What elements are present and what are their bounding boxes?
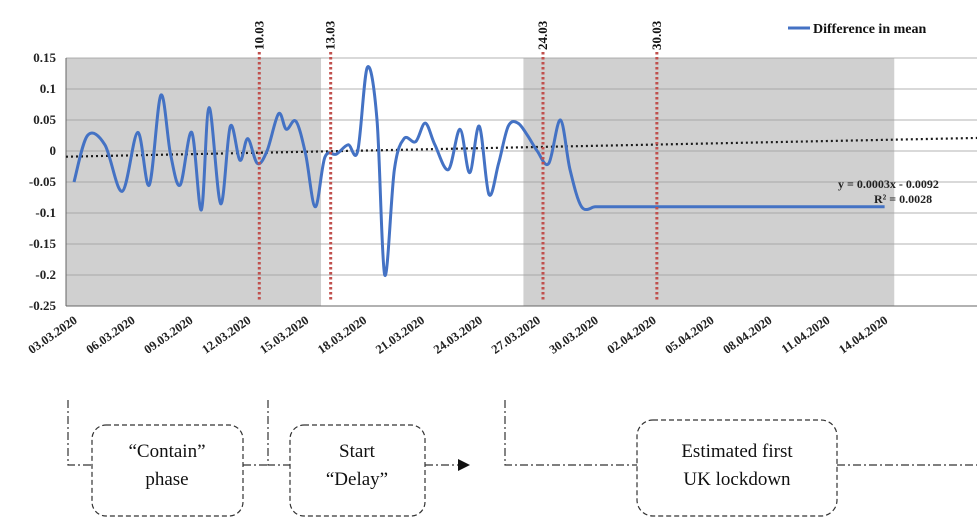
x-tick-label: 21.03.2020 (373, 313, 427, 357)
trendline-equation: y = 0.0003x - 0.0092 (838, 177, 939, 191)
phase-box-lockdown (636, 419, 838, 517)
y-tick-label: 0.15 (33, 50, 56, 65)
phase-contain-line1: “Contain” (128, 441, 205, 462)
event-label-3: 30.03 (649, 20, 664, 50)
x-tick-label: 03.03.2020 (26, 313, 80, 357)
y-axis-ticks: 0.15 0.1 0.05 0 -0.05 -0.1 -0.15 -0.2 -0.25 (29, 50, 57, 313)
x-tick-label: 05.04.2020 (663, 313, 717, 357)
y-tick-label: -0.15 (29, 236, 57, 251)
x-tick-label: 15.03.2020 (257, 313, 311, 357)
phase-delay-line2: “Delay” (326, 469, 388, 490)
trendline (65, 136, 977, 158)
y-tick-label: -0.2 (35, 267, 56, 282)
trendline-label: y = 0.0003x - 0.0092 R² = 0.0028 (838, 177, 939, 206)
x-axis-ticks: 03.03.2020 06.03.2020 09.03.2020 12.03.2020… (26, 313, 891, 357)
x-tick-label: 14.04.2020 (836, 313, 890, 357)
x-tick-label: 06.03.2020 (84, 313, 138, 357)
phase-contain-line2: phase (145, 469, 188, 490)
x-tick-label: 18.03.2020 (315, 313, 369, 357)
phase-lockdown-line1: Estimated first (681, 441, 793, 462)
x-tick-label: 02.04.2020 (605, 313, 659, 357)
phase-box-contain (91, 424, 244, 517)
y-tick-label: -0.1 (35, 205, 56, 220)
y-tick-label: -0.25 (29, 298, 57, 313)
y-tick-label: 0 (50, 143, 57, 158)
x-tick-label: 12.03.2020 (199, 313, 253, 357)
y-tick-label: 0.05 (33, 112, 56, 127)
phase-box-delay (289, 424, 426, 517)
trendline-r2: R² = 0.0028 (874, 192, 932, 206)
event-label-0: 10.03 (251, 20, 266, 50)
y-tick-label: -0.05 (29, 174, 57, 189)
event-label-2: 24.03 (535, 20, 550, 50)
timeline-arrow-head (458, 459, 470, 471)
event-lines: 10.03 13.03 24.03 30.03 (251, 20, 664, 302)
timeline-contain-connector (67, 400, 92, 466)
phase-delay-line1: Start (339, 441, 376, 462)
event-label-1: 13.03 (323, 20, 338, 50)
x-tick-label: 11.04.2020 (779, 313, 833, 356)
timeline-delay-connector (243, 400, 290, 466)
legend: Difference in mean (788, 22, 926, 37)
legend-label: Difference in mean (813, 22, 926, 37)
y-tick-label: 0.1 (40, 81, 56, 96)
x-tick-label: 27.03.2020 (489, 313, 543, 357)
timeline-lockdown-connector (504, 400, 977, 466)
phase-lockdown-line2: UK lockdown (683, 469, 791, 490)
series-line-difference-in-mean (72, 65, 885, 277)
x-tick-label: 08.04.2020 (720, 313, 774, 357)
x-tick-label: 30.03.2020 (547, 313, 601, 357)
x-tick-label: 09.03.2020 (141, 313, 195, 357)
phase-timeline: “Contain” phase Start “Delay” Estimated … (67, 400, 977, 517)
x-tick-label: 24.03.2020 (431, 313, 485, 357)
plot-area (65, 57, 977, 307)
